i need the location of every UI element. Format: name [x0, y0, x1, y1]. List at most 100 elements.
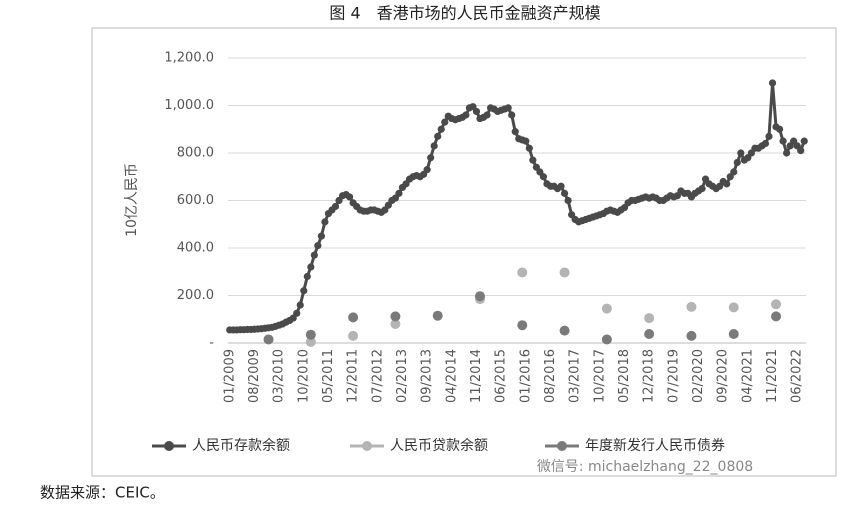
watermark: 微信号: michaelzhang_22_0808: [537, 459, 753, 475]
data-point: [768, 79, 777, 87]
chart-frame: [91, 27, 837, 477]
x-tick-label: 01/2009: [222, 349, 237, 403]
data-point: [345, 193, 354, 201]
x-tick-label: 09/2020: [716, 349, 731, 403]
data-point: [434, 132, 442, 140]
x-tick-label: 03/2010: [272, 349, 287, 403]
y-tick-label: 600.0: [177, 193, 214, 208]
legend-label: 人民币贷款余额: [390, 437, 488, 454]
data-point: [765, 132, 773, 140]
data-point: [644, 313, 655, 324]
y-tick-label: 1,200.0: [164, 51, 214, 66]
x-tick-label: 12/2018: [642, 349, 657, 403]
data-point: [557, 182, 565, 190]
data-point: [775, 125, 784, 133]
data-point: [263, 334, 274, 345]
data-point: [539, 173, 548, 181]
x-tick-label: 11/2021: [765, 349, 780, 403]
x-tick-label: 04/2014: [444, 349, 459, 403]
data-point: [779, 137, 787, 145]
x-tick-label: 06/2022: [790, 349, 805, 403]
data-point: [601, 334, 612, 345]
data-point: [686, 330, 697, 341]
y-tick-label: -: [209, 336, 214, 351]
data-point: [508, 111, 516, 119]
data-point: [390, 311, 401, 322]
data-point: [321, 218, 329, 226]
data-point: [517, 267, 528, 278]
data-point: [432, 310, 443, 321]
y-axis-label: 10亿人民币: [124, 163, 140, 237]
x-tick-label: 04/2021: [740, 349, 755, 403]
data-point: [698, 185, 706, 193]
data-point: [728, 302, 739, 313]
data-point: [564, 196, 572, 205]
data-point: [427, 154, 435, 162]
data-point: [761, 139, 770, 148]
series-line: [229, 81, 806, 332]
data-point: [462, 111, 470, 119]
data-point: [303, 272, 311, 281]
data-point: [737, 149, 745, 157]
data-point: [525, 144, 533, 152]
legend-label: 年度新发行人民币债券: [585, 438, 725, 454]
data-point: [517, 320, 528, 331]
data-point: [348, 312, 359, 323]
legend-marker: [164, 441, 174, 451]
x-tick-label: 07/2019: [666, 349, 681, 403]
data-point: [472, 107, 481, 116]
data-point: [686, 301, 697, 312]
x-tick-label: 08/2009: [247, 349, 262, 403]
source-note: 数据来源：CEIC。: [40, 484, 165, 502]
legend-marker: [557, 441, 567, 451]
data-point: [730, 168, 738, 176]
data-point: [310, 251, 318, 259]
chart-title: 图 4 香港市场的人民币金融资产规模: [329, 4, 600, 23]
x-tick-label: 03/2017: [568, 349, 583, 403]
data-point: [511, 128, 519, 136]
data-point: [601, 303, 612, 314]
data-point: [331, 202, 340, 211]
data-point: [296, 301, 304, 309]
data-point: [430, 142, 438, 150]
data-point: [348, 330, 359, 341]
x-tick-label: 10/2010: [296, 349, 311, 403]
x-tick-label: 05/2018: [617, 349, 632, 403]
data-point: [474, 291, 485, 302]
data-point: [728, 328, 739, 339]
data-point: [723, 180, 731, 188]
data-point: [390, 319, 401, 329]
x-tick-label: 11/2014: [469, 349, 484, 403]
data-point: [395, 189, 403, 197]
data-point: [483, 111, 491, 119]
x-tick-label: 08/2016: [543, 349, 558, 403]
data-point: [441, 118, 449, 126]
legend-marker: [362, 441, 372, 451]
data-point: [423, 166, 431, 174]
data-point: [317, 232, 325, 240]
data-point: [800, 137, 808, 145]
data-point: [771, 299, 782, 310]
x-tick-label: 07/2012: [370, 349, 385, 403]
data-point: [314, 242, 322, 250]
x-tick-label: 02/2013: [395, 349, 410, 403]
data-point: [559, 325, 570, 336]
data-point: [797, 147, 805, 155]
data-point: [733, 158, 741, 167]
data-point: [300, 287, 308, 295]
data-point: [305, 329, 316, 340]
data-point: [529, 156, 537, 164]
x-tick-label: 10/2017: [592, 349, 607, 403]
data-point: [307, 263, 315, 271]
x-tick-label: 09/2013: [420, 349, 435, 403]
data-point: [644, 328, 655, 339]
y-tick-label: 400.0: [177, 241, 214, 256]
data-point: [437, 125, 445, 133]
data-point: [783, 149, 791, 157]
data-point: [559, 267, 570, 278]
data-point: [293, 309, 301, 317]
x-tick-label: 12/2011: [346, 349, 361, 403]
x-tick-label: 06/2015: [494, 349, 509, 403]
data-point: [560, 189, 569, 197]
